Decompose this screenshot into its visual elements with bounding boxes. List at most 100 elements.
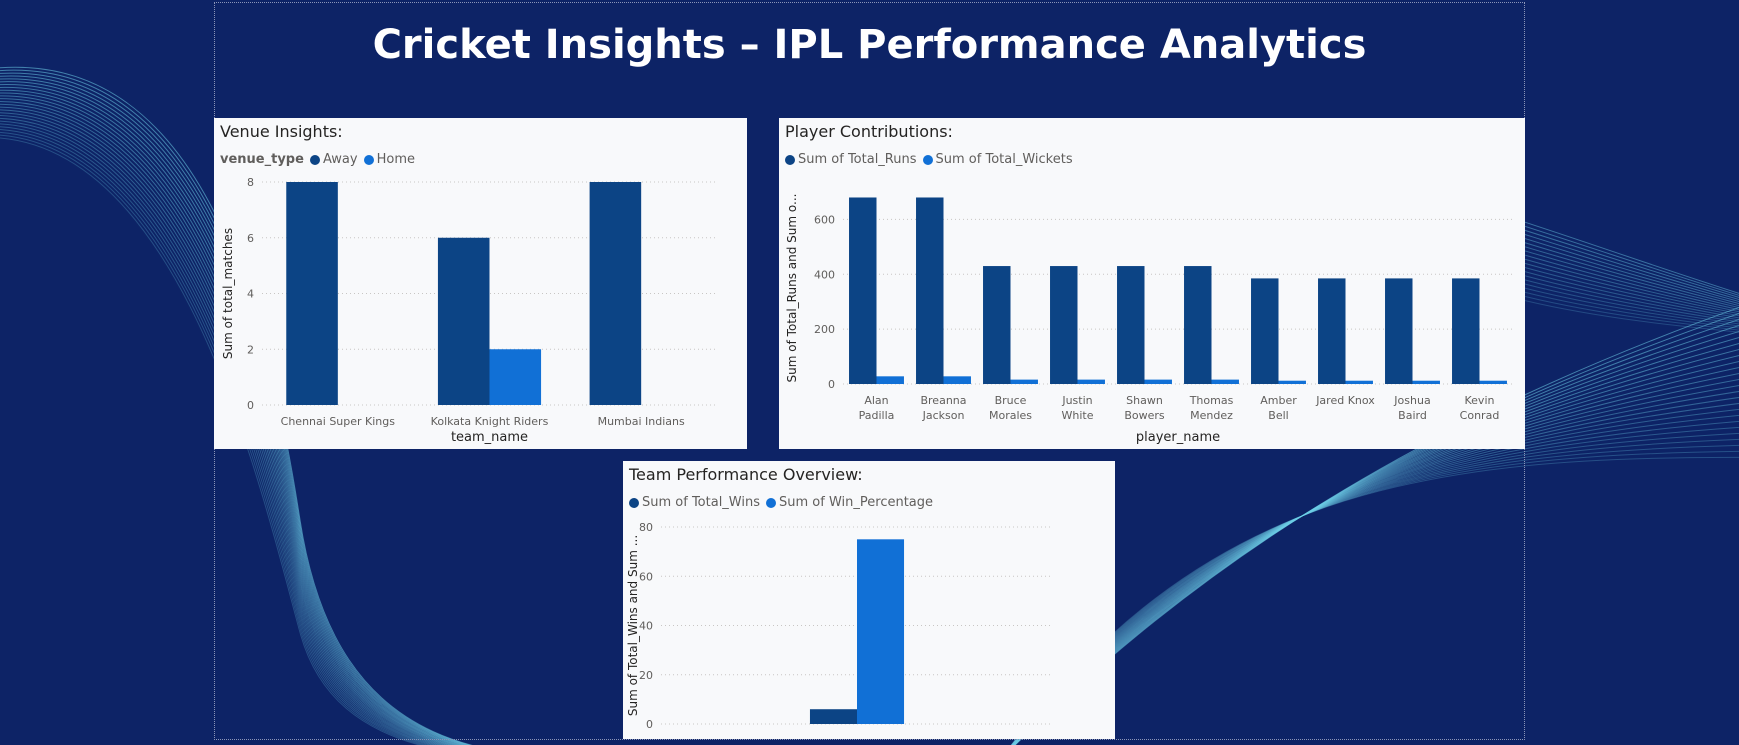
bar[interactable] [437, 237, 490, 405]
bar[interactable] [1144, 379, 1172, 384]
venue-insights-title: Venue Insights: [220, 122, 343, 141]
x-tick-label: Justin [1061, 394, 1092, 407]
venue-chart: 0 2 4 6 8 Chennai Super Kings Kolkata Knight R… [221, 176, 717, 445]
x-tick-label: Shawn [1126, 394, 1163, 407]
y-tick-label: 8 [247, 176, 254, 189]
legend-dot-icon [309, 154, 320, 165]
bar[interactable] [876, 376, 904, 384]
bar[interactable] [1278, 380, 1306, 384]
bar[interactable] [589, 182, 642, 405]
players-legend: Sum of Total_Runs Sum of Total_Wickets [785, 152, 1079, 167]
legend-label: Sum of Win_Percentage [779, 495, 934, 510]
bar[interactable] [1010, 379, 1038, 384]
bar[interactable] [286, 182, 338, 405]
bar[interactable] [1184, 266, 1212, 384]
x-tick-label: Baird [1398, 409, 1427, 422]
team-performance-title: Team Performance Overview: [629, 465, 863, 484]
x-tick-label: Kevin [1465, 394, 1495, 407]
bar[interactable] [1345, 380, 1373, 384]
x-tick-label: Thomas [1189, 394, 1234, 407]
y-axis-title: Sum of Total_Runs and Sum o... [785, 194, 799, 383]
legend-dot-icon [766, 497, 777, 508]
y-axis-title: Sum of Total_Wins and Sum ... [626, 535, 640, 716]
legend-label: Sum of Total_Wickets [935, 152, 1073, 167]
bar[interactable] [1452, 278, 1480, 384]
y-tick-label: 0 [828, 378, 835, 391]
x-tick-label: Jared Knox [1315, 394, 1375, 407]
venue-legend-title: venue_type [220, 152, 304, 167]
y-tick-label: 40 [639, 620, 653, 633]
y-tick-label: 0 [646, 718, 653, 731]
y-tick-label: 20 [639, 669, 653, 682]
legend-label: Sum of Total_Wins [642, 495, 761, 510]
bar[interactable] [1385, 278, 1413, 384]
x-tick-label: Bell [1268, 409, 1288, 422]
bar[interactable] [1318, 278, 1346, 384]
venue-legend: venue_type Away Home [220, 152, 421, 167]
legend-label: Home [376, 152, 415, 167]
y-tick-label: 6 [247, 232, 254, 245]
x-tick-label: Bowers [1124, 409, 1165, 422]
bar[interactable] [916, 197, 944, 384]
x-tick-label: Padilla [859, 409, 895, 422]
legend-item-home[interactable]: Home [363, 152, 415, 167]
bar[interactable] [1211, 379, 1239, 384]
bar[interactable] [849, 197, 877, 384]
teams-legend: Sum of Total_Wins Sum of Win_Percentage [629, 495, 939, 510]
legend-item-total-runs[interactable]: Sum of Total_Runs [785, 152, 917, 167]
legend-label: Away [322, 152, 358, 167]
bar[interactable] [857, 539, 905, 724]
x-tick-label: Breanna [920, 394, 966, 407]
legend-item-away[interactable]: Away [309, 152, 358, 167]
x-axis-title: team_name [451, 430, 528, 445]
x-tick-label: Bruce [995, 394, 1027, 407]
venue-insights-card[interactable]: Venue Insights: venue_type Away Home 0 2 4… [214, 118, 747, 449]
bar[interactable] [983, 266, 1011, 384]
y-tick-label: 80 [639, 521, 653, 534]
page-title: Cricket Insights – IPL Performance Analy… [372, 22, 1367, 68]
team-performance-card[interactable]: Team Performance Overview: Sum of Total_… [623, 461, 1115, 739]
x-tick-label: Morales [989, 409, 1032, 422]
legend-dot-icon [785, 154, 795, 165]
x-tick-label: Alan [864, 394, 888, 407]
bar[interactable] [1050, 266, 1078, 384]
x-tick-label: Jackson [922, 409, 965, 422]
y-tick-label: 600 [814, 213, 835, 226]
y-tick-label: 400 [814, 268, 835, 281]
y-tick-label: 0 [247, 399, 254, 412]
y-tick-label: 2 [247, 343, 254, 356]
y-tick-label: 4 [247, 288, 254, 301]
x-tick-label: Conrad [1460, 409, 1500, 422]
bar[interactable] [1117, 266, 1145, 384]
x-tick-label: Chennai Super Kings [281, 415, 396, 428]
x-tick-label: Kolkata Knight Riders [431, 415, 549, 428]
x-tick-label: Joshua [1393, 394, 1430, 407]
x-axis-title: player_name [1136, 430, 1220, 445]
x-tick-label: Mendez [1190, 409, 1233, 422]
y-tick-label: 200 [814, 323, 835, 336]
player-contributions-card[interactable]: Player Contributions: Sum of Total_Runs … [779, 118, 1525, 449]
legend-dot-icon [629, 497, 639, 508]
players-chart: 0 200 400 600 Alan Padilla Breanna Jackson Bruce… [785, 194, 1513, 445]
bar[interactable] [1077, 379, 1105, 384]
legend-dot-icon [922, 154, 933, 165]
bar[interactable] [1412, 380, 1440, 384]
legend-dot-icon [363, 154, 374, 165]
x-tick-label: White [1062, 409, 1094, 422]
legend-item-total-wickets[interactable]: Sum of Total_Wickets [922, 152, 1073, 167]
bar[interactable] [1479, 380, 1507, 384]
legend-label: Sum of Total_Runs [798, 152, 917, 167]
x-tick-label: Mumbai Indians [598, 415, 685, 428]
bar[interactable] [809, 709, 857, 724]
bar[interactable] [943, 376, 971, 384]
legend-item-win-percentage[interactable]: Sum of Win_Percentage [766, 495, 933, 510]
legend-item-total-wins[interactable]: Sum of Total_Wins [629, 495, 760, 510]
bar[interactable] [1251, 278, 1279, 384]
player-contributions-title: Player Contributions: [785, 122, 953, 141]
y-tick-label: 60 [639, 570, 653, 583]
y-axis-title: Sum of total_matches [221, 228, 235, 359]
x-tick-label: Amber [1260, 394, 1297, 407]
bar[interactable] [489, 349, 542, 405]
